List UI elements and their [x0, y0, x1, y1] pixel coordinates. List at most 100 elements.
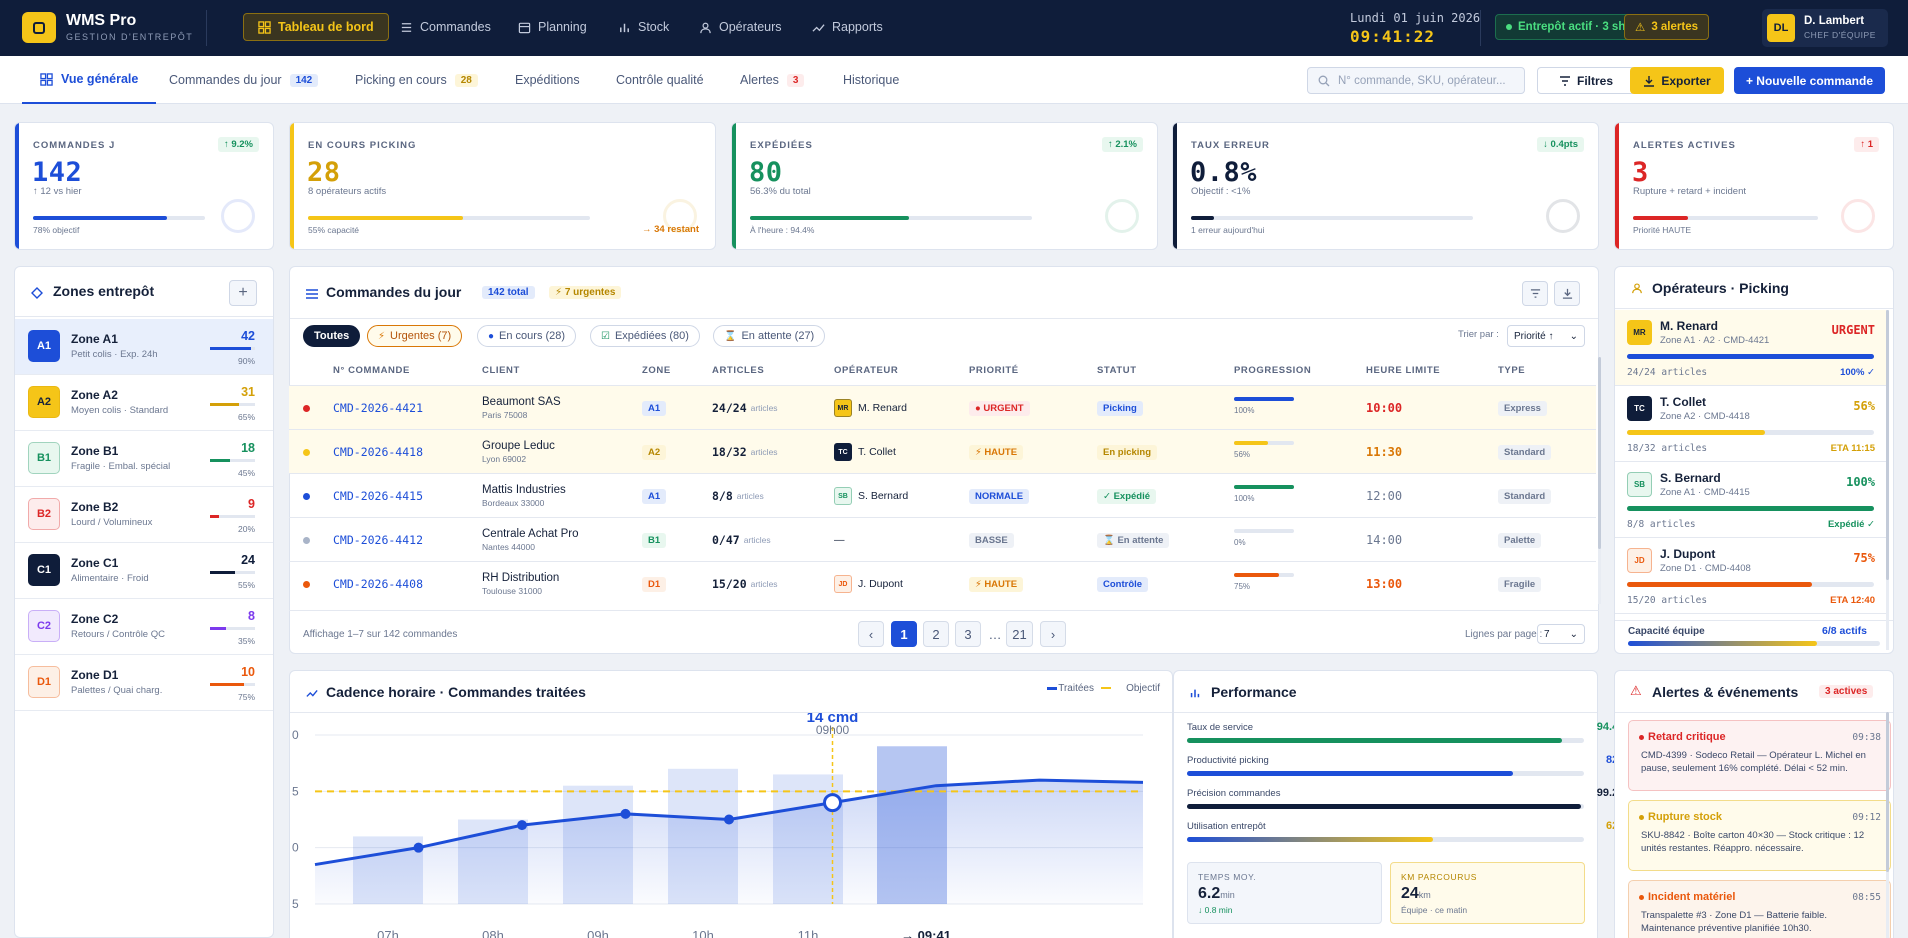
table-row[interactable]: CMD-2026-4408 RH Distribution Toulouse 310…: [289, 561, 1596, 605]
warning-icon: ⚠: [1630, 683, 1642, 698]
zone-item-c1[interactable]: C1 Zone C1 Alimentaire · Froid 24 55%: [15, 543, 273, 599]
priority-dot-icon: [303, 492, 310, 500]
client-city: Toulouse 31000: [482, 586, 543, 596]
filter-icon: [1559, 75, 1570, 86]
client-cell: Groupe Leduc Lyon 69002: [482, 430, 632, 474]
search-icon: [1318, 75, 1330, 86]
kpi-value: 28: [307, 157, 341, 188]
watermark-icon: [1841, 199, 1875, 233]
alert-card[interactable]: Rupture stock 09:12 SKU-8842 · Boîte carto…: [1628, 800, 1891, 871]
zone-name: Zone B2: [71, 500, 119, 514]
distance-card: KM PARCOURUS 24km Équipe · ce matin: [1390, 862, 1585, 924]
new-order-button[interactable]: + Nouvelle commande: [1734, 67, 1885, 94]
new-order-label: + Nouvelle commande: [1745, 73, 1874, 88]
progress-fill: [1234, 397, 1294, 401]
order-id-link[interactable]: CMD-2026-4418: [333, 445, 424, 459]
filter-chip[interactable]: Toutes: [303, 325, 361, 347]
search-field[interactable]: N° commande, SKU, opérateur...: [1307, 67, 1525, 94]
user-menu[interactable]: DL D. Lambert CHEF D'ÉQUIPE: [1762, 9, 1888, 47]
order-id-link[interactable]: CMD-2026-4412: [333, 533, 424, 547]
chart-point: [620, 808, 631, 819]
page-button[interactable]: ‹: [858, 621, 884, 647]
filter-chip[interactable]: ● En cours (28): [477, 325, 577, 347]
operator-card[interactable]: MR M. Renard Zone A1 · A2 · CMD-4421 URGENT…: [1615, 310, 1889, 386]
order-id-link[interactable]: CMD-2026-4421: [333, 401, 424, 415]
order-id-link[interactable]: CMD-2026-4408: [333, 577, 424, 591]
page-button[interactable]: ›: [1040, 621, 1066, 647]
page-button[interactable]: 1: [891, 621, 917, 647]
per-page-select[interactable]: 7 ⌄: [1537, 624, 1585, 644]
operator-card[interactable]: JD J. Dupont Zone D1 · CMD-4408 75% 15/20 ar…: [1615, 538, 1889, 614]
priority-label: NORMALE: [975, 490, 1024, 502]
filter-chip[interactable]: ⌛ En attente (27): [713, 325, 826, 347]
search-input[interactable]: N° commande, SKU, opérateur...: [1338, 74, 1506, 87]
warehouse-status-label: Entrepôt actif · 3 shifts: [1518, 21, 1643, 33]
current-date: Lundi 01 juin 2026: [1350, 11, 1481, 25]
zone-item-b2[interactable]: B2 Zone B2 Lourd / Volumineux 9 20%: [15, 487, 273, 543]
zone-item-a1[interactable]: A1 Zone A1 Petit colis · Exp. 24h 42 90%: [15, 319, 273, 375]
operators-scrollbar[interactable]: [1886, 310, 1889, 650]
kpi-progress-track: [308, 216, 590, 220]
scrollbar-thumb[interactable]: [1598, 357, 1601, 549]
zone-item-d1[interactable]: D1 Zone D1 Palettes / Quai charg. 10 75%: [15, 655, 273, 711]
tab-alerts[interactable]: Alertes 3: [740, 56, 805, 104]
zone-item-c2[interactable]: C2 Zone C2 Retours / Contrôle QC 8 35%: [15, 599, 273, 655]
nav-reports[interactable]: Rapports: [798, 13, 897, 41]
tab-shipments[interactable]: Expéditions: [515, 56, 580, 104]
alerts-scrollbar[interactable]: [1886, 712, 1889, 938]
pagination-info: Affichage 1–7 sur 142 commandes: [303, 629, 458, 640]
deadline-time: 11:30: [1366, 445, 1403, 459]
nav-dashboard[interactable]: Tableau de bord: [243, 13, 389, 41]
filters-button[interactable]: Filtres: [1537, 67, 1635, 94]
table-row[interactable]: CMD-2026-4418 Groupe Leduc Lyon 69002 A2 18/…: [289, 429, 1596, 473]
download-orders-button[interactable]: [1554, 281, 1580, 306]
nav-planning[interactable]: Planning: [504, 13, 601, 41]
alert-card[interactable]: Retard critique 09:38 CMD-4399 · Sodeco Re…: [1628, 720, 1891, 791]
alert-card[interactable]: Incident matériel 08:55 Transpalette #3 · …: [1628, 880, 1891, 938]
filter-chip[interactable]: ☑ Expédiées (80): [590, 325, 700, 347]
type-cell: Palette: [1498, 518, 1588, 562]
table-row[interactable]: CMD-2026-4421 Beaumont SAS Paris 75008 A1 24…: [289, 385, 1596, 429]
nav-label: Stock: [638, 20, 670, 34]
page-button[interactable]: 21: [1006, 621, 1033, 647]
table-scrollbar[interactable]: [1598, 357, 1601, 604]
zone-item-b1[interactable]: B1 Zone B1 Fragile · Embal. spécial 18 45%: [15, 431, 273, 487]
filter-orders-button[interactable]: [1522, 281, 1548, 306]
nav-orders[interactable]: Commandes: [386, 13, 505, 41]
tab-picking[interactable]: Picking en cours 28: [355, 56, 478, 104]
nav-operators[interactable]: Opérateurs: [685, 13, 796, 41]
nav-stock[interactable]: Stock: [604, 13, 683, 41]
operator-card[interactable]: TC T. Collet Zone A2 · CMD-4418 56% 18/32 ar…: [1615, 386, 1889, 462]
operator-card[interactable]: SB S. Bernard Zone A1 · CMD-4415 100% 8/8 ar…: [1615, 462, 1889, 538]
tab-orders-today[interactable]: Commandes du jour 142: [169, 56, 319, 104]
add-zone-button[interactable]: +: [229, 280, 257, 306]
user-name: D. Lambert: [1804, 15, 1865, 27]
export-button[interactable]: Exporter: [1630, 67, 1724, 94]
scrollbar-thumb[interactable]: [1886, 310, 1889, 580]
alert-dot-icon: [1639, 895, 1644, 900]
avg-time-number: 6.2: [1198, 885, 1221, 902]
kpi-change-badge: ↑ 2.1%: [1101, 137, 1143, 152]
chevron-down-icon: ⌄: [1569, 628, 1578, 640]
divider: [206, 10, 207, 46]
page-button[interactable]: 2: [923, 621, 949, 647]
tab-history[interactable]: Historique: [843, 56, 899, 104]
order-id-link[interactable]: CMD-2026-4415: [333, 489, 424, 503]
sort-select[interactable]: Priorité ↑ ⌄: [1507, 325, 1585, 347]
zone-fill: [210, 347, 251, 350]
tab-quality[interactable]: Contrôle qualité: [616, 56, 704, 104]
page-button[interactable]: 3: [955, 621, 981, 647]
filter-chip[interactable]: ⚡ Urgentes (7): [367, 325, 463, 347]
scrollbar-thumb[interactable]: [1886, 712, 1889, 872]
progress-fill: [1234, 485, 1294, 489]
zone-item-a2[interactable]: A2 Zone A2 Moyen colis · Standard 31 65%: [15, 375, 273, 431]
alerts-button[interactable]: ⚠ 3 alertes: [1624, 14, 1709, 40]
table-row[interactable]: CMD-2026-4412 Centrale Achat Pro Nantes 44…: [289, 517, 1596, 561]
operator-avatar: JD: [1627, 548, 1652, 573]
tab-overview[interactable]: Vue générale: [22, 56, 157, 104]
operator-cell: SB S. Bernard: [834, 474, 964, 518]
tab-label: Vue générale: [61, 72, 139, 86]
table-row[interactable]: CMD-2026-4415 Mattis Industries Bordeaux 3…: [289, 473, 1596, 517]
priority-label: BASSE: [975, 534, 1008, 546]
operator-zone: Zone A1 · CMD-4415: [1660, 487, 1750, 498]
